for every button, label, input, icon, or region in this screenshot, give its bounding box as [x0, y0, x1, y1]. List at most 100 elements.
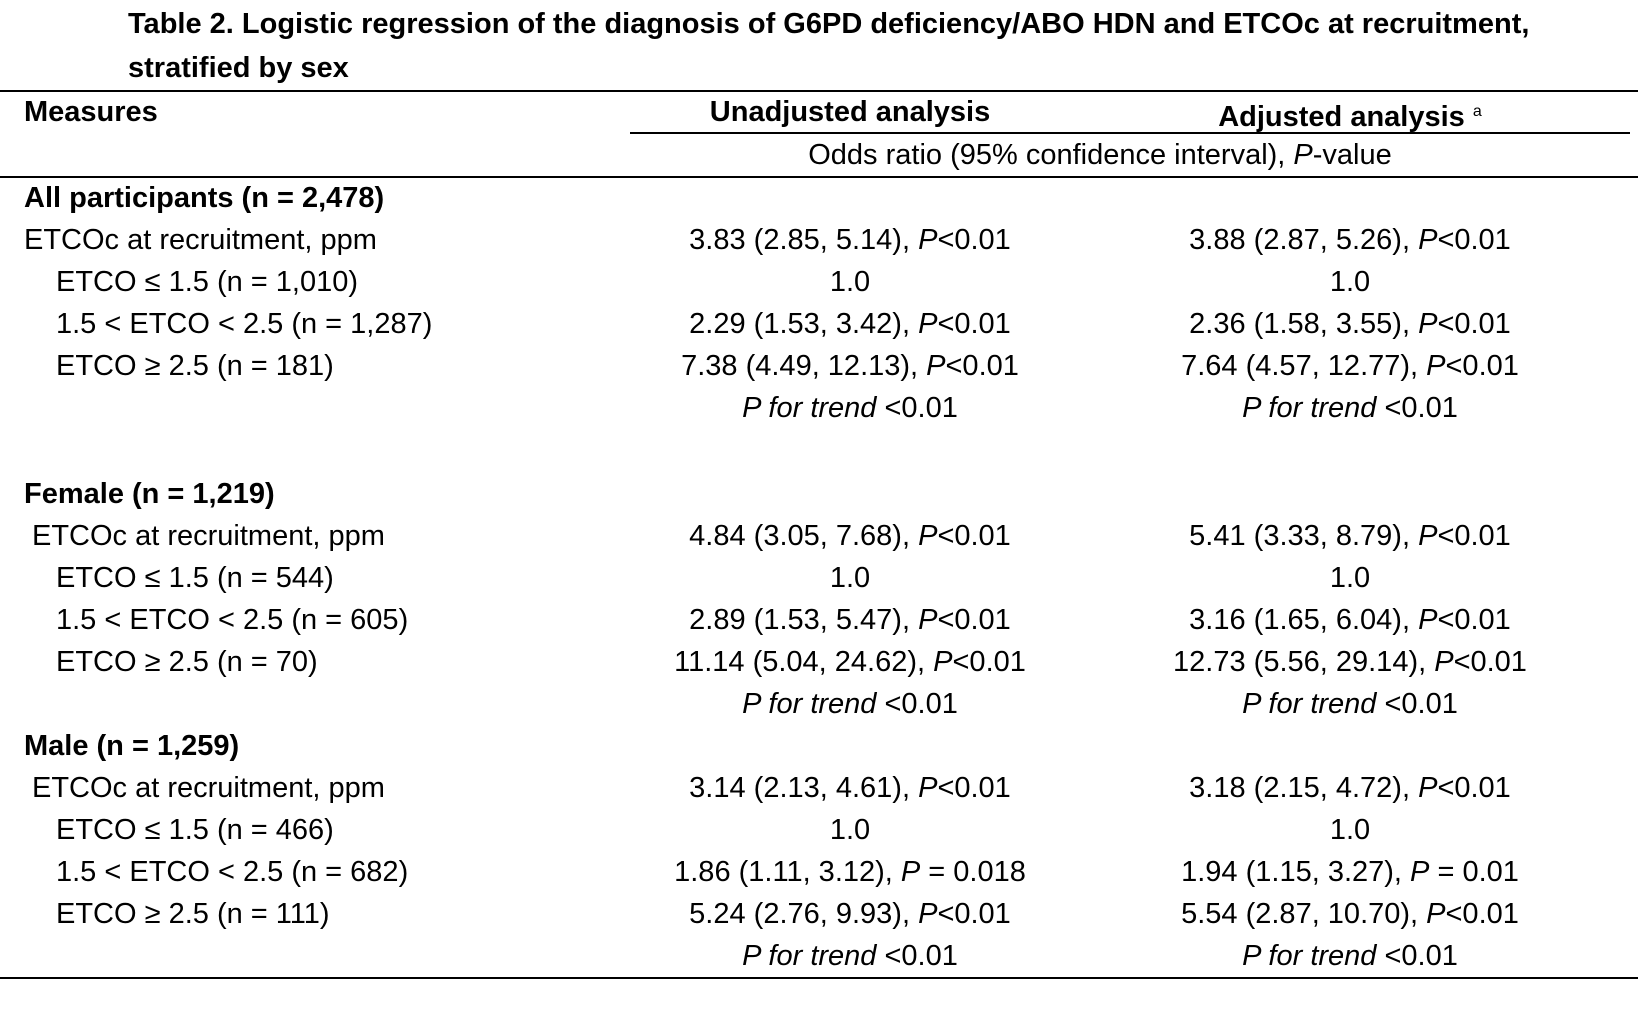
- p-value: <0.01: [1437, 224, 1511, 256]
- row-label: ETCO ≥ 2.5 (n = 70): [56, 646, 318, 678]
- unadjusted-trend-cell: P for trend <0.01: [600, 386, 1100, 430]
- row-label: 1.5 < ETCO < 2.5 (n = 1,287): [56, 308, 433, 340]
- p-value: <0.01: [937, 898, 1011, 930]
- unadjusted-cell: 4.84 (3.05, 7.68), P<0.01: [600, 514, 1100, 558]
- table-row: ETCOc at recruitment, ppm 3.14 (2.13, 4.6…: [0, 766, 1638, 810]
- p-value: <0.01: [1445, 350, 1519, 382]
- section-heading: Male (n = 1,259): [24, 730, 240, 762]
- row-label: ETCOc at recruitment, ppm: [32, 772, 385, 804]
- adjusted-cell: 5.54 (2.87, 10.70), P<0.01: [1100, 892, 1600, 936]
- estimate: 2.36 (1.58, 3.55),: [1189, 308, 1419, 340]
- header-underline: [630, 132, 1630, 134]
- section-heading-row: Male (n = 1,259): [0, 724, 1638, 768]
- p-symbol: P: [1426, 350, 1446, 382]
- row-label: ETCO ≤ 1.5 (n = 466): [56, 814, 334, 846]
- trend-value: <0.01: [1376, 940, 1458, 972]
- estimate: 7.38 (4.49, 12.13),: [681, 350, 927, 382]
- p-symbol: P: [918, 308, 938, 340]
- p-value: <0.01: [952, 646, 1026, 678]
- p-symbol: P: [933, 646, 953, 678]
- unadjusted-trend-cell: P for trend <0.01: [600, 934, 1100, 978]
- section-heading: Female (n = 1,219): [24, 478, 275, 510]
- table-row: ETCOc at recruitment, ppm 4.84 (3.05, 7.6…: [0, 514, 1638, 558]
- p-value: <0.01: [1437, 520, 1511, 552]
- table-row: 1.5 < ETCO < 2.5 (n = 1,287) 2.29 (1.53, …: [0, 302, 1638, 346]
- unadjusted-trend-cell: P for trend <0.01: [600, 682, 1100, 726]
- adjusted-cell: 3.18 (2.15, 4.72), P<0.01: [1100, 766, 1600, 810]
- bottom-rule: [0, 977, 1638, 979]
- p-symbol: P: [900, 856, 921, 888]
- trend-label: P for trend: [1242, 940, 1377, 972]
- p-value: <0.01: [937, 772, 1011, 804]
- p-value: <0.01: [937, 224, 1011, 256]
- adjusted-cell: 2.36 (1.58, 3.55), P<0.01: [1100, 302, 1600, 346]
- unadjusted-cell: 11.14 (5.04, 24.62), P<0.01: [600, 640, 1100, 684]
- column-header-measures: Measures: [24, 96, 158, 128]
- table-row: ETCO ≥ 2.5 (n = 70) 11.14 (5.04, 24.62), …: [0, 640, 1638, 684]
- estimate: 3.18 (2.15, 4.72),: [1189, 772, 1419, 804]
- adjusted-cell: 1.0: [1329, 814, 1371, 846]
- table-row: ETCO ≥ 2.5 (n = 111) 5.24 (2.76, 9.93), P…: [0, 892, 1638, 936]
- row-label: ETCO ≥ 2.5 (n = 111): [56, 898, 330, 930]
- p-symbol: P: [918, 520, 938, 552]
- column-header-unadjusted: Unadjusted analysis: [709, 96, 991, 128]
- p-symbol: P: [1410, 856, 1430, 888]
- row-label: 1.5 < ETCO < 2.5 (n = 605): [56, 604, 409, 636]
- column-header-adjusted: Adjusted analysis a: [1100, 90, 1600, 139]
- table-row: 1.5 < ETCO < 2.5 (n = 605) 2.89 (1.53, 5.…: [0, 598, 1638, 642]
- p-value: <0.01: [937, 520, 1011, 552]
- unadjusted-cell: 3.83 (2.85, 5.14), P<0.01: [600, 218, 1100, 262]
- header-bottom-rule: [0, 176, 1638, 178]
- adjusted-cell: 1.0: [1329, 266, 1371, 298]
- row-label: ETCO ≤ 1.5 (n = 544): [56, 562, 334, 594]
- trend-row: P for trend <0.01 P for trend <0.01: [0, 386, 1638, 430]
- subheader-p: P: [1293, 139, 1313, 171]
- section-heading-row: All participants (n = 2,478): [0, 176, 1638, 220]
- footnote-marker: a: [1472, 103, 1482, 120]
- p-symbol: P: [1418, 604, 1438, 636]
- p-value: <0.01: [945, 350, 1019, 382]
- p-value: <0.01: [1453, 646, 1527, 678]
- estimate: 3.88 (2.87, 5.26),: [1189, 224, 1419, 256]
- table-row: ETCO ≤ 1.5 (n = 1,010) 1.0 1.0: [0, 260, 1638, 304]
- unadjusted-cell: 1.0: [829, 266, 871, 298]
- header-row: Measures Unadjusted analysis Adjusted an…: [0, 90, 1638, 134]
- p-value: = 0.01: [1429, 856, 1519, 888]
- row-label: 1.5 < ETCO < 2.5 (n = 682): [56, 856, 409, 888]
- table-row: 1.5 < ETCO < 2.5 (n = 682) 1.86 (1.11, 3.…: [0, 850, 1638, 894]
- p-value: = 0.018: [920, 856, 1026, 888]
- adjusted-label: Adjusted analysis: [1218, 101, 1465, 133]
- subheader-row: Odds ratio (95% confidence interval), P-…: [0, 133, 1638, 177]
- estimate: 3.14 (2.13, 4.61),: [689, 772, 919, 804]
- section-heading-row: Female (n = 1,219): [0, 472, 1638, 516]
- estimate: 5.41 (3.33, 8.79),: [1189, 520, 1419, 552]
- unadjusted-cell: 2.89 (1.53, 5.47), P<0.01: [600, 598, 1100, 642]
- unadjusted-cell: 1.0: [829, 814, 871, 846]
- estimate: 1.94 (1.15, 3.27),: [1181, 856, 1411, 888]
- unadjusted-cell: 1.86 (1.11, 3.12), P = 0.018: [600, 850, 1100, 894]
- unadjusted-cell: 2.29 (1.53, 3.42), P<0.01: [600, 302, 1100, 346]
- estimate: 5.54 (2.87, 10.70),: [1181, 898, 1427, 930]
- trend-label: P for trend: [742, 940, 877, 972]
- row-label: ETCO ≤ 1.5 (n = 1,010): [56, 266, 359, 298]
- trend-row: P for trend <0.01 P for trend <0.01: [0, 682, 1638, 726]
- estimate: 5.24 (2.76, 9.93),: [689, 898, 919, 930]
- section-heading: All participants (n = 2,478): [24, 182, 385, 214]
- p-value: <0.01: [1437, 308, 1511, 340]
- p-symbol: P: [1418, 520, 1438, 552]
- p-symbol: P: [1418, 224, 1438, 256]
- trend-value: <0.01: [1376, 688, 1458, 720]
- estimate: 4.84 (3.05, 7.68),: [689, 520, 919, 552]
- p-symbol: P: [1426, 898, 1446, 930]
- unadjusted-cell: 7.38 (4.49, 12.13), P<0.01: [600, 344, 1100, 388]
- p-symbol: P: [1418, 772, 1438, 804]
- subheader: Odds ratio (95% confidence interval), P-…: [600, 133, 1600, 177]
- adjusted-trend-cell: P for trend <0.01: [1100, 386, 1600, 430]
- table-title: Table 2. Logistic regression of the diag…: [128, 8, 1530, 84]
- trend-value: <0.01: [876, 392, 958, 424]
- trend-value: <0.01: [876, 940, 958, 972]
- table-row: ETCO ≤ 1.5 (n = 544) 1.0 1.0: [0, 556, 1638, 600]
- table-row: ETCOc at recruitment, ppm 3.83 (2.85, 5.1…: [0, 218, 1638, 262]
- p-symbol: P: [918, 772, 938, 804]
- p-symbol: P: [918, 224, 938, 256]
